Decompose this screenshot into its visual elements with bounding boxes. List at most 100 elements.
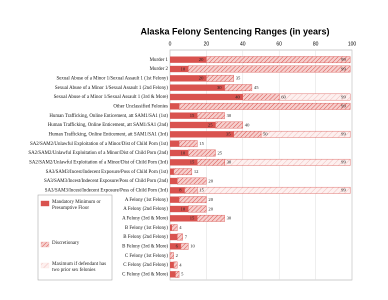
discretionary-bar [178, 196, 207, 204]
category-label: B Felony (2nd Felony) [123, 235, 168, 240]
discretionary-bar [197, 214, 225, 222]
range-label: 30 [227, 216, 232, 221]
discretionary-bar [206, 56, 351, 64]
floor-label: 10 [181, 206, 186, 211]
range-label: 50 [263, 132, 268, 137]
category-label: C Felony (1st Felony) [125, 254, 168, 259]
floor-label: 15 [190, 216, 195, 221]
floor-label: 10 [181, 66, 186, 71]
discretionary-bar [224, 84, 253, 92]
max-label: 99 [341, 160, 346, 165]
floor-bar [170, 205, 189, 213]
floor-label: 6 [176, 244, 179, 249]
floor-bar [170, 187, 185, 194]
legend-frame [37, 194, 113, 281]
floor-bar [170, 233, 178, 241]
legend-swatch [40, 262, 50, 269]
floor-label: 40 [235, 94, 240, 99]
range-label: 30 [227, 113, 232, 118]
range-label: 10 [190, 244, 195, 249]
discretionary-bar [187, 205, 207, 213]
discretionary-bar [206, 74, 234, 82]
range-label: 4 [179, 262, 182, 267]
legend-label: Mandatory Minimum or Presumptive Floor [52, 200, 101, 211]
floor-bar [170, 261, 174, 269]
x-tick-label: 80 [313, 41, 319, 47]
floor-bar [170, 75, 207, 82]
range-label: 60 [281, 94, 286, 99]
max-bar [197, 186, 351, 194]
floor-bar [170, 215, 198, 222]
floor-bar [170, 168, 174, 175]
discretionary-bar [178, 102, 351, 110]
discretionary-bar [173, 168, 193, 176]
category-label: C Felony (3rd & More) [122, 272, 168, 277]
floor-bar [170, 149, 189, 157]
category-label: SA3/SAM3/Incest/Indecent Exposure/Poss o… [46, 170, 169, 175]
range-label: 15 [199, 141, 204, 146]
floor-bar [170, 84, 225, 91]
range-label: 20 [208, 178, 213, 183]
category-label: Human Trafficking, Online Enticement, at… [49, 114, 168, 119]
legend-swatch [40, 200, 50, 207]
discretionary-bar [178, 140, 198, 148]
range-label: 45 [254, 85, 259, 90]
max-bar [224, 158, 351, 166]
discretionary-bar [184, 186, 198, 194]
category-label: B Felony (1st Felony) [125, 226, 168, 231]
range-label: 99 [341, 66, 346, 71]
range-label: 5 [181, 272, 184, 277]
range-label: 20 [208, 197, 213, 202]
category-label: Sexual Abuse of a Minor 1/Sexual Assault… [56, 76, 168, 81]
discretionary-bar [242, 93, 280, 101]
x-tick-label: 20 [204, 41, 210, 47]
floor-bar [170, 177, 178, 185]
floor-bar [170, 243, 181, 250]
floor-label: 25 [208, 122, 213, 127]
category-label: A Felony (1st Felony) [125, 198, 168, 203]
legend-label: Maximum if defendant has two prior sex f… [52, 262, 107, 273]
range-label: 99 [341, 104, 346, 109]
discretionary-bar [175, 270, 180, 278]
discretionary-bar [169, 252, 174, 260]
range-label: 30 [227, 160, 232, 165]
floor-bar [170, 140, 180, 147]
range-label: 15 [199, 188, 204, 193]
discretionary-bar [187, 149, 216, 157]
x-tick-label: 60 [276, 41, 282, 47]
category-label: SA2/SAM2/Unlawful Exploitation of a Mino… [29, 160, 168, 165]
x-tick-label: 100 [348, 41, 357, 47]
category-label: SA3/SAM3/Incest/Indecent Exposure/Poss o… [45, 188, 169, 193]
category-label: Murder 2 [150, 67, 169, 72]
discretionary-bar [173, 261, 178, 269]
discretionary-bar [171, 224, 178, 232]
category-label: B Felony (3rd & More) [122, 244, 168, 249]
category-label: Murder 1 [150, 58, 169, 63]
category-label: Human Trafficking, Online Enticement, at… [49, 132, 169, 137]
floor-label: 20 [199, 76, 204, 81]
floor-bar [170, 224, 172, 231]
category-label: Other Unclassified Felonies [113, 104, 168, 109]
floor-bar [170, 121, 216, 129]
discretionary-bar [233, 130, 262, 138]
range-label: 20 [208, 206, 213, 211]
range-label: 25 [218, 150, 223, 155]
floor-bar [170, 196, 180, 203]
category-label: A Felony (3rd & More) [122, 216, 168, 221]
range-label: 7 [185, 234, 188, 239]
discretionary-bar [187, 65, 351, 73]
discretionary-bar [197, 112, 225, 120]
category-label: Sexual Abuse of a Minor 1/Sexual Assault… [55, 86, 169, 91]
floor-label: 10 [181, 150, 186, 155]
discretionary-bar [215, 121, 243, 129]
range-label: 40 [245, 122, 250, 127]
floor-bar [170, 112, 198, 119]
discretionary-bar [197, 158, 225, 166]
max-label: 99 [341, 188, 346, 193]
max-bar [279, 93, 351, 101]
floor-bar [170, 159, 198, 166]
category-label: SA2/SAM2/Unlawful Exploitation of a Mino… [28, 151, 168, 156]
floor-label: 15 [190, 160, 195, 165]
